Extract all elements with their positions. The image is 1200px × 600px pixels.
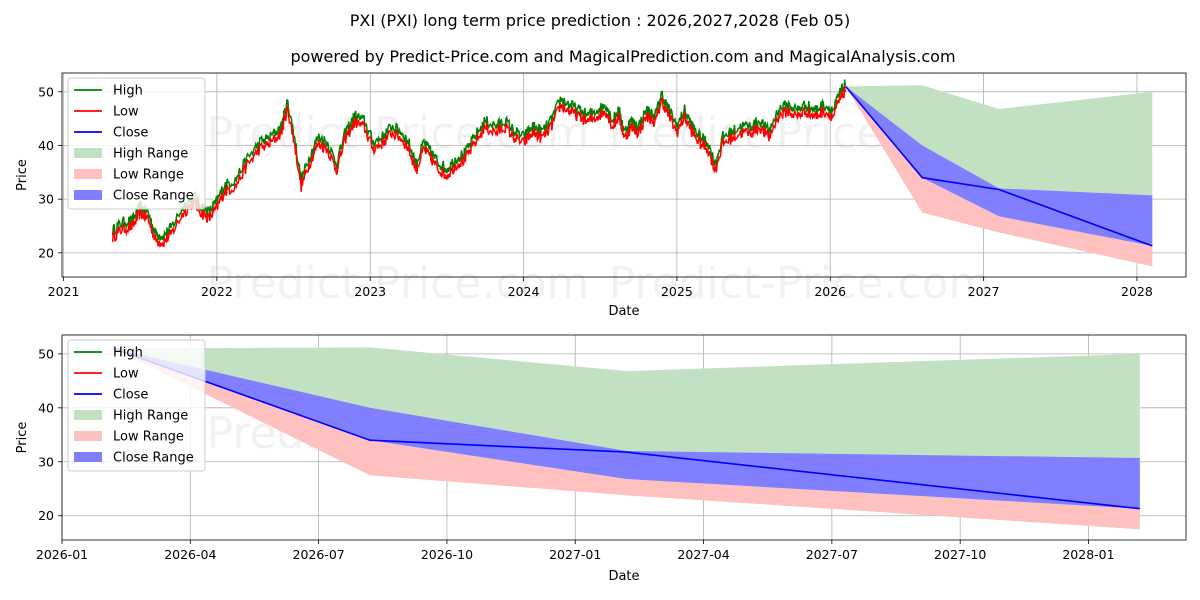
x-tick-label: 2027: [968, 284, 1000, 299]
y-tick-label: 20: [38, 508, 54, 523]
legend-close-label: Close: [113, 388, 148, 403]
legend-high-range-label: High Range: [113, 147, 188, 162]
y-tick-label: 40: [38, 138, 54, 153]
chart-title: PXI (PXI) long term price prediction : 2…: [350, 11, 850, 30]
close-range-band: [845, 86, 1153, 246]
high-history-line: [111, 79, 847, 242]
bottom-panel: Predict-Price.comPredict-Price.com2026-0…: [15, 334, 1187, 584]
legend-low-label: Low: [113, 105, 139, 120]
y-tick-label: 40: [38, 400, 54, 415]
legend-high-label: High: [113, 84, 143, 99]
x-tick-label: 2027-07: [806, 547, 858, 562]
x-axis-label: Date: [608, 569, 639, 584]
x-tick-label: 2026-04: [164, 547, 216, 562]
x-axis-label: Date: [608, 304, 639, 319]
y-axis-label: Price: [15, 159, 30, 191]
legend: High Low Close High Range Low Range Close Ran…: [67, 339, 206, 472]
x-tick-label: 2022: [201, 284, 233, 299]
top-panel: Predict-Price.com Predict-Price.comPredic…: [15, 72, 1187, 319]
x-tick-label: 2027-01: [549, 547, 601, 562]
x-tick-label: 2023: [354, 284, 386, 299]
low-range-band: [845, 86, 1153, 267]
legend-low-range-swatch: [74, 169, 102, 179]
legend-high-range-swatch: [74, 410, 102, 420]
watermark-text: Predict-Price.com: [609, 258, 992, 309]
legend-high-range-label: High Range: [113, 409, 188, 424]
legend-close-range-label: Close Range: [113, 451, 194, 466]
x-tick-label: 2026-10: [421, 547, 473, 562]
legend: High Low Close High Range Low Range Close Ran…: [67, 77, 206, 210]
low-history-line: [111, 85, 847, 248]
legend-close-range-swatch: [74, 190, 102, 200]
y-tick-label: 50: [38, 84, 54, 99]
legend-high-label: High: [113, 346, 143, 361]
legend-low-range-swatch: [74, 431, 102, 441]
legend-box: [67, 77, 206, 210]
close-forecast-line: [844, 85, 1153, 247]
x-tick-label: 2024: [508, 284, 540, 299]
x-tick-label: 2028-01: [1062, 547, 1114, 562]
watermark-text: Predict-Price.com: [207, 258, 590, 309]
x-tick-label: 2026-07: [293, 547, 345, 562]
legend-close-range-swatch: [74, 452, 102, 462]
x-tick-label: 2026: [814, 284, 846, 299]
legend-low-range-label: Low Range: [113, 430, 184, 445]
y-axis-label: Price: [15, 422, 30, 454]
close-forecast-line: [113, 347, 1140, 510]
legend-low-range-label: Low Range: [113, 168, 184, 183]
x-tick-label: 2025: [661, 284, 693, 299]
chart-subtitle: powered by Predict-Price.com and Magical…: [290, 47, 955, 66]
x-tick-label: 2027-10: [934, 547, 986, 562]
legend-high-range-swatch: [74, 148, 102, 158]
legend-close-label: Close: [113, 126, 148, 141]
x-tick-label: 2021: [48, 284, 80, 299]
low-range-band: [113, 348, 1140, 530]
y-tick-label: 50: [38, 346, 54, 361]
axes-frame: [61, 334, 1187, 541]
x-tick-label: 2028: [1121, 284, 1153, 299]
y-tick-label: 20: [38, 245, 54, 260]
x-tick-label: 2026-01: [36, 547, 88, 562]
y-tick-label: 30: [38, 454, 54, 469]
axes-frame: [61, 72, 1187, 278]
legend-close-range-label: Close Range: [113, 189, 194, 204]
x-tick-label: 2027-04: [677, 547, 729, 562]
legend-low-label: Low: [113, 367, 139, 382]
y-tick-label: 30: [38, 192, 54, 207]
close-range-band: [113, 348, 1140, 509]
legend-box: [67, 339, 206, 472]
